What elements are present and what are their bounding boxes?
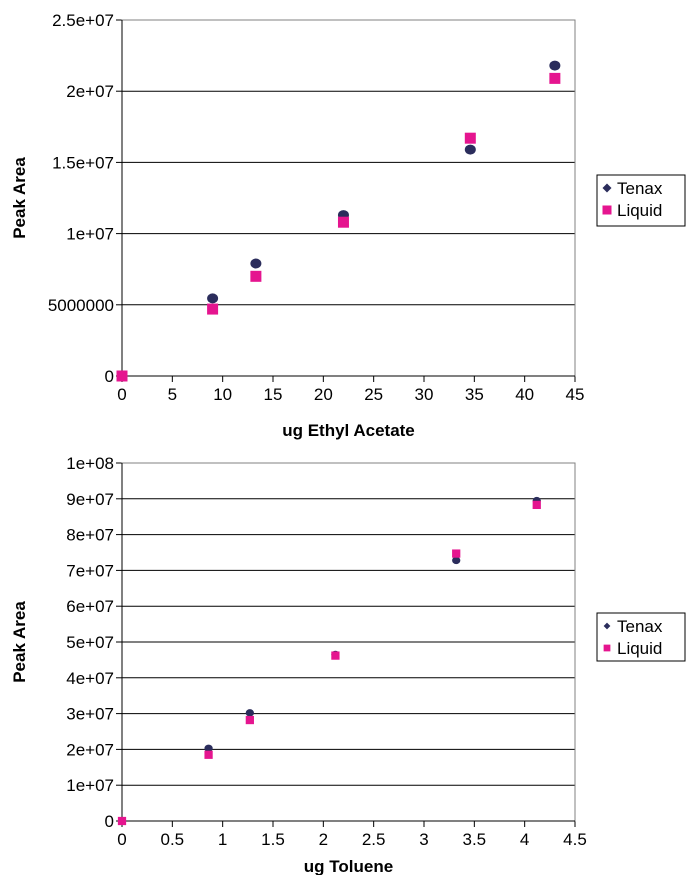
y-tick-label: 2e+07 [66,740,114,759]
x-tick-label: 15 [264,385,283,404]
y-tick-label: 5e+07 [66,633,114,652]
legend-marker-liquid-icon [603,644,611,652]
y-tick-label: 2.5e+07 [52,11,114,30]
x-tick-label: 2.5 [362,830,386,849]
legend-label: Liquid [617,201,662,220]
y-tick-label: 1e+08 [66,454,114,473]
x-tick-label: 2 [319,830,328,849]
data-point-liquid [331,651,340,660]
series-liquid [117,500,541,826]
x-tick-label: 3.5 [463,830,487,849]
data-point-liquid [452,549,461,558]
y-tick-label: 5000000 [48,296,114,315]
data-point-liquid [532,500,541,510]
x-tick-label: 0 [117,830,126,849]
data-point-liquid [116,370,128,382]
legend-label: Tenax [617,617,663,636]
y-tick-label: 8e+07 [66,526,114,545]
chart-2: 0 1e+07 2e+07 3e+07 4e+07 5e+07 6e+07 7e+07 8e+0… [10,454,686,875]
data-point-liquid [117,816,127,826]
x-tick-label: 40 [515,385,534,404]
data-point-liquid [250,270,262,282]
data-point-liquid [549,72,561,84]
legend-label: Tenax [617,179,663,198]
y-tick-label: 7e+07 [66,561,114,580]
x-tick-label: 4 [520,830,529,849]
series-tenax [117,496,541,825]
y-tick-label: 1e+07 [66,225,114,244]
series-liquid [116,72,561,382]
legend-marker-liquid-icon [602,205,612,215]
data-point-tenax [207,293,219,304]
x-tick-label: 20 [314,385,333,404]
x-axis-label: ug Ethyl Acetate [282,421,415,440]
legend-label: Liquid [617,639,662,658]
data-point-liquid [337,216,349,228]
x-tick-label: 30 [415,385,434,404]
x-tick-label: 4.5 [563,830,587,849]
x-tick-label: 45 [566,385,585,404]
data-point-tenax [204,744,213,753]
data-point-liquid [464,132,476,144]
legend-marker-tenax-icon [603,622,611,630]
legend-box [596,174,686,227]
legend-box [596,612,686,662]
data-point-liquid [204,750,213,759]
y-tick-label: 1.5e+07 [52,153,114,172]
data-point-tenax [245,709,254,717]
x-tick-label: 1 [218,830,227,849]
x-tick-label: 10 [213,385,232,404]
legend-marker-tenax-icon [602,183,612,193]
x-tick-label: 5 [168,385,177,404]
y-tick-label: 2e+07 [66,82,114,101]
data-point-tenax [464,144,476,155]
data-point-liquid [245,715,254,725]
x-tick-label: 35 [465,385,484,404]
y-axis-label: Peak Area [10,601,29,683]
plot-area [121,19,576,377]
x-axis-label: ug Toluene [304,857,393,875]
y-tick-label: 6e+07 [66,597,114,616]
y-tick-label: 3e+07 [66,705,114,724]
legend: Tenax Liquid [596,174,686,227]
x-tick-label: 0 [117,385,126,404]
data-point-liquid [207,303,219,315]
y-tick-label: 0 [105,812,114,831]
data-point-tenax [549,60,561,71]
x-tick-label: 1.5 [261,830,285,849]
y-tick-label: 9e+07 [66,490,114,509]
data-point-tenax [250,258,262,269]
x-tick-label: 3 [419,830,428,849]
legend: Tenax Liquid [596,612,686,662]
x-tick-label: 25 [364,385,383,404]
data-point-tenax [452,556,461,565]
y-axis-label: Peak Area [10,157,29,239]
chart-1: 0 5000000 1e+07 1.5e+07 2e+07 2.5e+07 0 5 10 15 20… [10,11,686,440]
y-tick-label: 4e+07 [66,669,114,688]
y-tick-label: 1e+07 [66,776,114,795]
y-tick-label: 0 [105,367,114,386]
x-tick-label: 0.5 [161,830,185,849]
